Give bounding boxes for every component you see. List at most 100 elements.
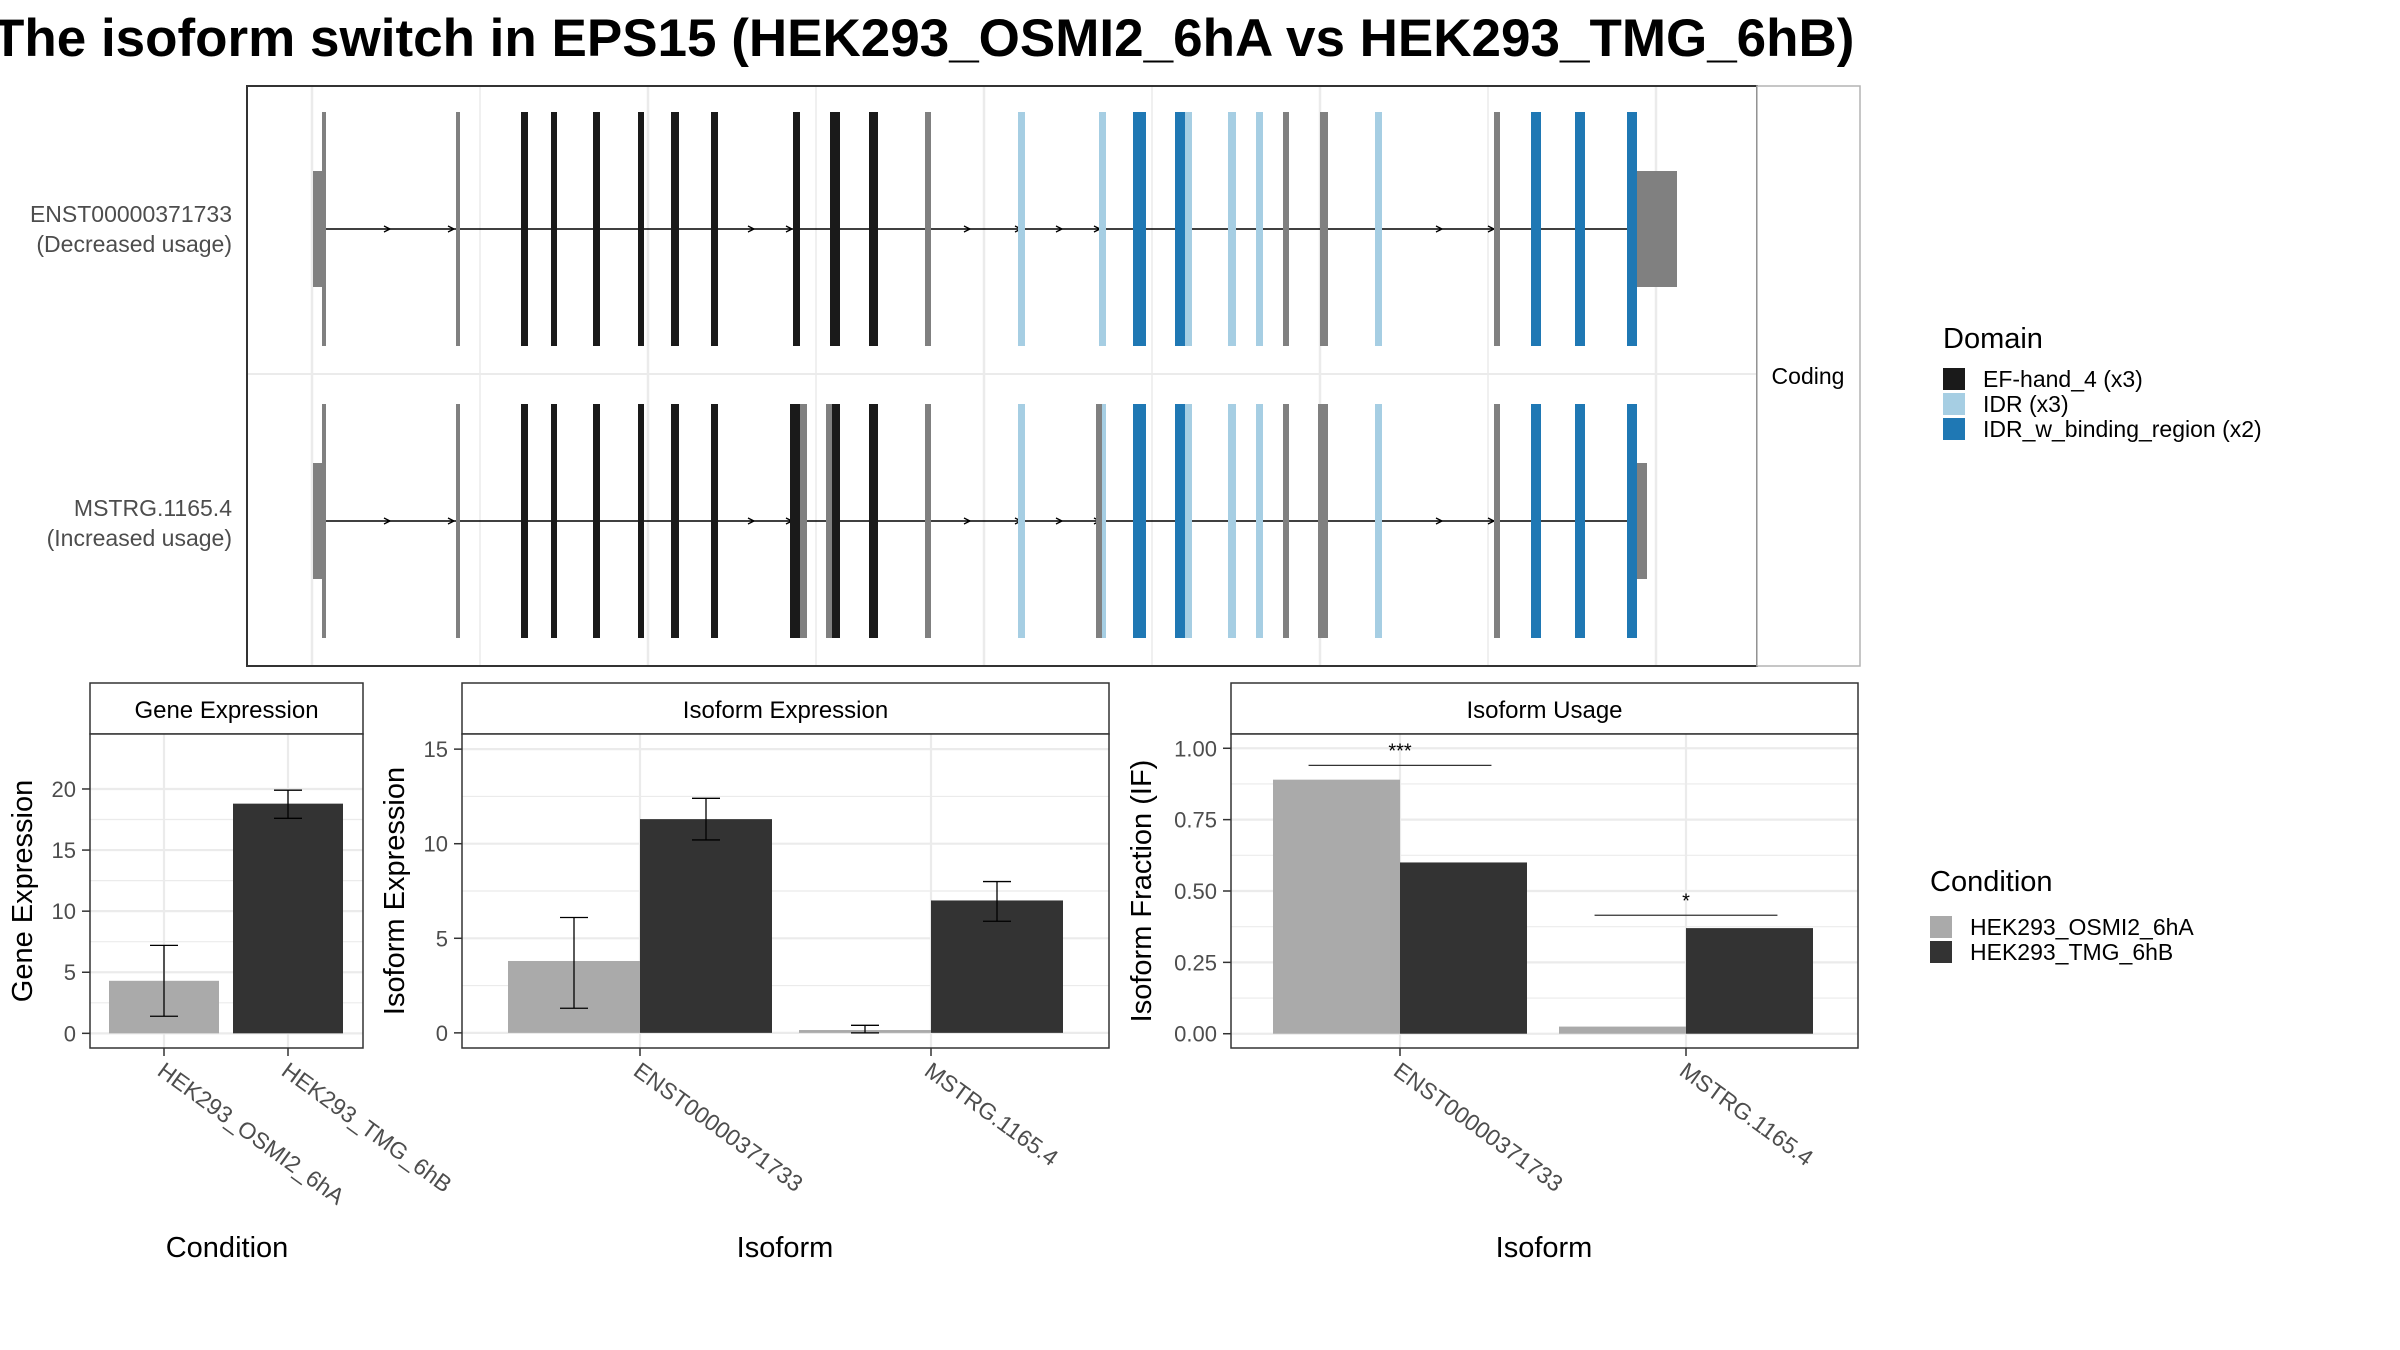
exon-block — [1018, 112, 1025, 346]
exon-block — [1531, 404, 1541, 638]
intron-direction-arrow — [785, 225, 794, 233]
x-axis-title: Isoform — [1496, 1232, 1593, 1264]
intron-direction-arrow — [383, 225, 392, 233]
exon-block — [1320, 112, 1328, 346]
y-tick-label: 0.75 — [1174, 808, 1217, 833]
intron-direction-arrow — [447, 517, 456, 525]
y-tick-label: 1.00 — [1174, 736, 1217, 761]
y-tick-label: 0 — [436, 1021, 448, 1046]
domain-legend-label-idr-binding: IDR_w_binding_region (x2) — [1983, 416, 2262, 442]
isoform-label-2-id: MSTRG.1165.4 — [74, 495, 232, 521]
exon-block — [800, 404, 807, 638]
isoform-label-2-usage: (Increased usage) — [47, 525, 232, 551]
exon-block — [790, 404, 798, 638]
y-tick-label: 0 — [64, 1021, 76, 1046]
utr-block — [1637, 171, 1677, 287]
x-axis-title: Isoform — [737, 1232, 834, 1264]
figure-title: The isoform switch in EPS15 (HEK293_OSMI… — [0, 9, 1854, 68]
y-axis-title: Gene Expression — [7, 780, 39, 1002]
utr-block — [313, 463, 323, 579]
exon-block — [1185, 404, 1192, 638]
panel-strip-title: Gene Expression — [134, 697, 318, 724]
exon-block — [1627, 404, 1637, 638]
intron-direction-arrow — [963, 517, 972, 525]
intron-direction-arrow — [383, 517, 392, 525]
isoform-label-1-usage: (Decreased usage) — [36, 231, 232, 257]
intron-direction-arrow — [447, 225, 456, 233]
exon-block — [593, 112, 600, 346]
exon-block — [1531, 112, 1541, 346]
utr-block — [313, 171, 323, 287]
x-tick-label: MSTRG.1165.4 — [1675, 1057, 1818, 1171]
exon-block — [830, 404, 840, 638]
track-ENST00000371733 — [313, 112, 1677, 346]
condition-legend-swatch-b — [1930, 941, 1952, 963]
panel-border — [89, 733, 364, 1049]
bar — [1400, 862, 1527, 1034]
bar — [233, 803, 343, 1034]
exon-block — [830, 112, 840, 346]
x-tick-label: ENST00000371733 — [629, 1057, 808, 1197]
exon-block — [671, 112, 679, 346]
exon-block — [1185, 112, 1192, 346]
domain-legend: Domain EF-hand_4 (x3) IDR (x3) IDR_w_bin… — [1943, 323, 2262, 442]
x-tick-label: MSTRG.1165.4 — [920, 1057, 1063, 1171]
exon-block — [1575, 112, 1585, 346]
exon-block — [711, 112, 718, 346]
panel-strip-title: Isoform Usage — [1466, 697, 1622, 724]
bar-panel-isoform-usage: Isoform Usage****0.000.250.500.751.00ENS… — [1126, 682, 1859, 1264]
exon-block — [1494, 112, 1500, 346]
utr-block — [1637, 463, 1647, 579]
structure-facet-strip — [1756, 85, 1861, 667]
domain-legend-swatch-ef-hand — [1943, 368, 1965, 390]
y-tick-label: 20 — [52, 777, 76, 802]
exon-block — [551, 404, 557, 638]
condition-legend-title: Condition — [1930, 866, 2053, 898]
intron-direction-arrow — [1055, 225, 1064, 233]
exon-block — [593, 404, 600, 638]
intron-direction-arrow — [1055, 517, 1064, 525]
condition-legend-swatch-a — [1930, 916, 1952, 938]
intron-direction-arrow — [1435, 517, 1444, 525]
intron-direction-arrow — [963, 225, 972, 233]
exon-block — [1283, 404, 1289, 638]
domain-legend-title: Domain — [1943, 323, 2043, 355]
exon-block — [1494, 404, 1500, 638]
exon-block — [1096, 404, 1102, 638]
exon-block — [1175, 404, 1188, 638]
exon-block — [1099, 404, 1106, 638]
exon-block — [521, 404, 528, 638]
exon-block — [1318, 404, 1324, 638]
track-MSTRG-1165-4 — [313, 404, 1647, 638]
facet-label-coding: Coding — [1772, 363, 1845, 389]
bar-panels: Gene Expression05101520HEK293_OSMI2_6hAH… — [7, 682, 1859, 1264]
exon-block — [456, 404, 460, 638]
exon-block — [1228, 112, 1236, 346]
bar — [931, 900, 1063, 1033]
condition-legend: Condition HEK293_OSMI2_6hA HEK293_TMG_6h… — [1930, 866, 2194, 965]
exon-block — [456, 112, 460, 346]
exon-block — [521, 112, 528, 346]
y-tick-label: 15 — [424, 737, 448, 762]
exon-block — [1228, 404, 1236, 638]
intron-direction-arrow — [747, 225, 756, 233]
bar — [640, 819, 772, 1033]
isoform-structure-panel: Coding ENST00000371733 (Decreased usage)… — [30, 85, 1861, 667]
exon-block — [869, 112, 878, 346]
y-tick-label: 0.50 — [1174, 879, 1217, 904]
exon-block — [1133, 112, 1146, 346]
significance-label: *** — [1388, 740, 1412, 762]
y-tick-label: 5 — [64, 960, 76, 985]
exon-block — [1283, 112, 1289, 346]
y-tick-label: 0.25 — [1174, 950, 1217, 975]
exon-block — [551, 112, 557, 346]
domain-legend-swatch-idr-binding — [1943, 418, 1965, 440]
exon-block — [711, 404, 718, 638]
y-axis-title: Isoform Fraction (IF) — [1126, 760, 1158, 1023]
bar — [1273, 779, 1400, 1034]
panel-strip-title: Isoform Expression — [683, 697, 888, 724]
exon-block — [322, 112, 326, 346]
bar-panel-isoform-expression: Isoform Expression 0 5 10 15 ENST00000371733 M… — [379, 682, 1110, 1264]
exon-block — [925, 112, 931, 346]
